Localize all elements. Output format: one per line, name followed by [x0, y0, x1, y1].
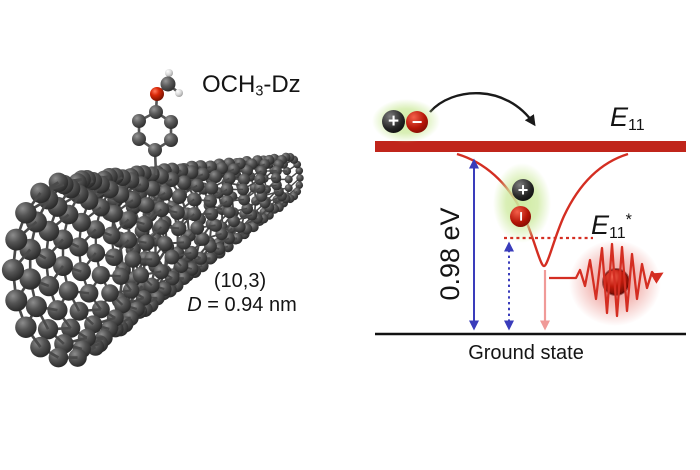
carbon-atom — [102, 226, 121, 245]
carbon-atom — [132, 266, 150, 284]
carbon-atom — [132, 114, 146, 128]
photon-wavepacket — [549, 242, 664, 318]
e11-label: E11 — [610, 103, 645, 135]
e11-subscript: 11 — [628, 117, 645, 134]
carbon-atom — [295, 167, 304, 175]
e11-star-label: E11* — [591, 211, 632, 243]
molecule-label-suffix: -Dz — [263, 71, 301, 98]
carbon-atom — [241, 164, 253, 177]
hole-ball-trapped: + — [512, 179, 534, 201]
carbon-atom — [190, 220, 205, 235]
exciton-diffusion-arrow — [429, 92, 536, 127]
carbon-atom — [5, 289, 28, 312]
e11-star-symbol: E — [591, 210, 610, 240]
molecule-label: OCH3-Dz — [202, 72, 301, 100]
plus-symbol: + — [517, 180, 529, 200]
e11-star-asterisk: * — [625, 211, 632, 230]
diameter-symbol: D — [187, 294, 202, 316]
carbon-atom — [238, 173, 251, 186]
carbon-atom — [58, 281, 79, 301]
carbon-atom — [101, 284, 119, 302]
carbon-atom — [164, 249, 180, 265]
chirality-label: (10,3) — [213, 270, 267, 292]
minus-symbol: − — [411, 112, 423, 132]
carbon-atom — [25, 296, 47, 318]
hydrogen-atom — [165, 69, 173, 77]
electron-ball-trapped: − — [510, 206, 531, 227]
carbon-atom — [196, 232, 210, 246]
diameter-value: = 0.94 nm — [201, 294, 297, 316]
carbon-atom — [91, 265, 110, 285]
minus-symbol: − — [511, 211, 530, 222]
carbon-atom — [164, 133, 178, 147]
diameter-label: D = 0.94 nm — [172, 295, 312, 316]
carbon-atom — [296, 174, 304, 182]
e11-star-subscript: 11 — [609, 225, 626, 242]
carbon-atom — [19, 268, 41, 290]
carbon-atom — [5, 228, 28, 251]
energy-gap-label: 0.98 eV — [435, 207, 465, 301]
e11-symbol: E — [610, 102, 629, 132]
carbon-atom — [132, 132, 146, 146]
carbon-atom — [241, 202, 253, 215]
carbon-atom — [149, 105, 163, 119]
carbon-atom — [164, 115, 178, 129]
carbon-atom — [138, 234, 155, 251]
carbon-atom — [160, 76, 176, 92]
electron-ball-free: − — [406, 111, 428, 133]
carbon-atom — [1, 258, 25, 282]
carbon-atom — [284, 184, 293, 193]
carbon-atom — [203, 194, 218, 208]
carbon-atom — [255, 190, 268, 202]
carbon-atom — [124, 251, 142, 268]
molecule-label-text: OCH — [202, 71, 256, 98]
carbon-atom — [204, 181, 219, 195]
carbon-atom — [148, 143, 162, 157]
molecule-label-subscript: 3 — [255, 83, 264, 100]
carbon-atom — [15, 316, 37, 338]
trapped-exciton-glow — [493, 163, 551, 243]
oxygen-atom — [150, 87, 164, 101]
carbon-atom — [223, 205, 236, 219]
carbon-atom — [209, 170, 223, 184]
aryl-group-model — [132, 69, 183, 176]
hole-ball-free: + — [382, 110, 405, 133]
carbon-atom — [15, 202, 37, 224]
carbon-atom — [153, 264, 169, 280]
nanotube-model — [1, 152, 304, 368]
carbon-atom — [171, 189, 187, 204]
hydrogen-atom — [175, 89, 183, 97]
carbon-atom — [176, 175, 192, 190]
carbon-atom — [138, 197, 155, 214]
ground-state-label: Ground state — [468, 342, 584, 364]
plus-symbol: + — [387, 111, 400, 132]
carbon-atom — [157, 235, 173, 252]
e11-level-bar — [375, 141, 686, 152]
carbon-atom — [284, 175, 293, 184]
